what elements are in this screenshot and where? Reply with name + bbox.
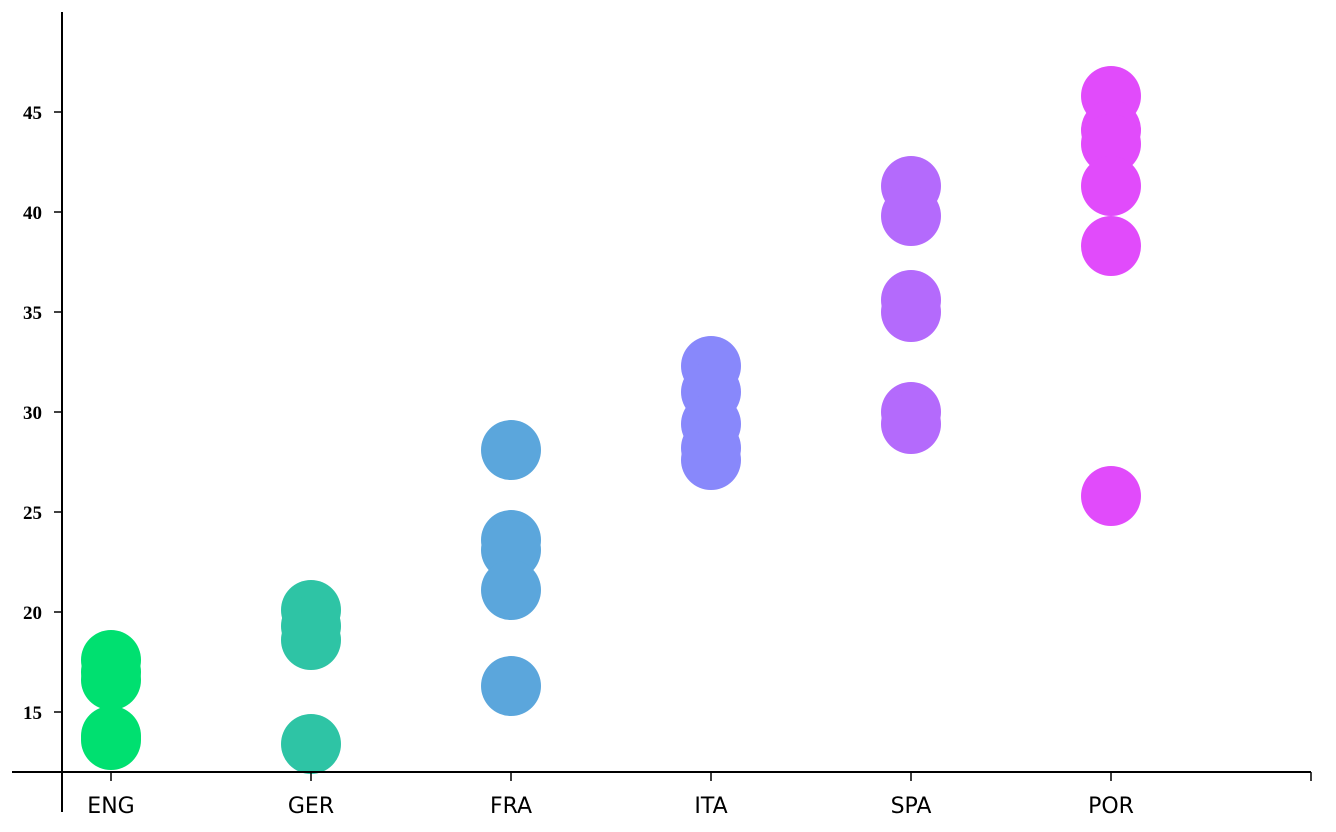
x-tick-label-por: POR [1088,794,1134,819]
data-point-eng [81,710,141,770]
x-axis-ticks: ENG GER FRA ITA SPA POR [87,772,1312,819]
data-point-eng [81,650,141,710]
y-tick-label: 20 [23,603,42,624]
data-point-fra [481,560,541,620]
x-tick-label-eng: ENG [87,794,134,819]
y-tick-label: 30 [23,403,42,424]
y-axis-ticks: 15 20 25 30 35 40 45 [23,103,62,724]
data-point-ger [281,714,341,774]
x-tick-label-spa: SPA [891,794,932,819]
x-tick-label-fra: FRA [490,794,532,819]
x-tick-label-ger: GER [288,794,334,819]
data-point-por [1081,156,1141,216]
data-point-por [1081,466,1141,526]
data-point-por [1081,216,1141,276]
x-tick-label-ita: ITA [694,794,727,819]
data-point-spa [881,186,941,246]
y-tick-label: 40 [23,203,42,224]
data-point-por [1081,114,1141,174]
data-point-spa [881,282,941,342]
points-layer [81,66,1141,774]
data-point-ita [681,430,741,490]
data-point-ger [281,610,341,670]
data-point-fra [481,420,541,480]
y-tick-label: 45 [23,103,42,124]
data-point-fra [481,656,541,716]
data-point-spa [881,394,941,454]
y-tick-label: 35 [23,303,42,324]
y-tick-label: 15 [23,703,42,724]
y-tick-label: 25 [23,503,42,524]
